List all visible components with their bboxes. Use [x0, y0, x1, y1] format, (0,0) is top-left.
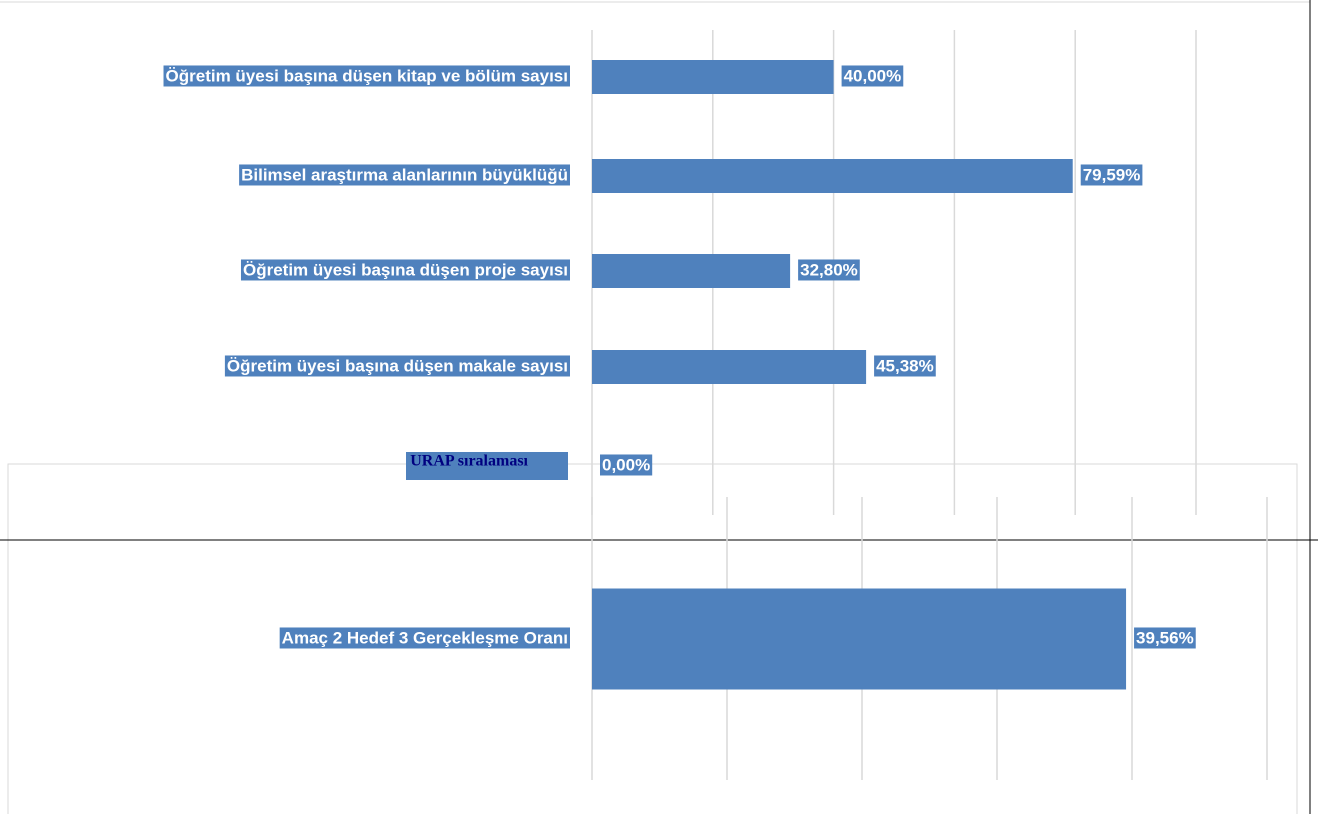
bar [592, 60, 834, 94]
category-label: URAP sıralaması [410, 453, 528, 470]
category-label: Öğretim üyesi başına düşen kitap ve bölü… [166, 66, 568, 85]
label-background [798, 259, 860, 281]
frame-chart-2 [7, 463, 1298, 814]
bar [592, 159, 1073, 193]
label-background [239, 164, 570, 186]
label-background [406, 452, 568, 480]
label-background [874, 355, 936, 377]
bar [592, 254, 791, 288]
data-label: 40,00% [844, 66, 902, 85]
label-background [1134, 627, 1196, 649]
category-label: Öğretim üyesi başına düşen proje sayısı [243, 260, 568, 279]
data-label: 39,56% [1136, 628, 1194, 647]
data-label: 32,80% [800, 260, 858, 279]
category-label: Bilimsel araştırma alanlarının büyüklüğü [241, 165, 568, 184]
label-background [163, 65, 570, 87]
bar [592, 588, 1127, 690]
bar [592, 350, 867, 384]
label-background [841, 65, 904, 87]
data-label: 0,00% [602, 455, 650, 474]
label-background [279, 627, 570, 649]
label-background [224, 355, 570, 377]
label-background [240, 259, 570, 281]
category-label: Amaç 2 Hedef 3 Gerçekleşme Oranı [282, 628, 568, 647]
label-background [600, 454, 653, 476]
label-background [1080, 164, 1143, 186]
category-label: Öğretim üyesi başına düşen makale sayısı [227, 356, 568, 375]
data-label: 79,59% [1083, 165, 1141, 184]
data-label: 45,38% [876, 356, 934, 375]
